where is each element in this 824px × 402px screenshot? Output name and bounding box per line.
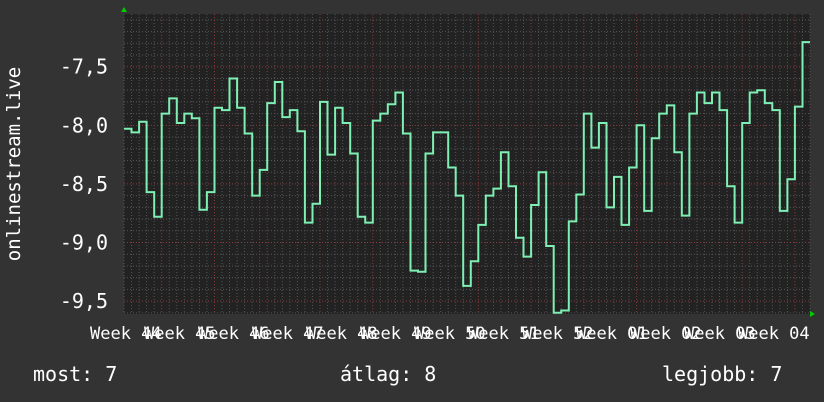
- y-tick-label: -8,5: [60, 172, 108, 196]
- series-line: [124, 41, 810, 314]
- x-tick-label: Week 44: [90, 324, 162, 344]
- x-tick-label: Week 03: [684, 324, 756, 344]
- x-tick-label: Week 46: [198, 324, 270, 344]
- x-tick-label: Week 01: [576, 324, 648, 344]
- x-axis-arrow-icon: [810, 311, 815, 317]
- y-tick-label: -8,0: [60, 113, 108, 137]
- x-tick-label: Week 45: [144, 324, 216, 344]
- plot-area: [124, 14, 810, 314]
- x-tick-label: Week 47: [252, 324, 324, 344]
- y-tick-label: -9,5: [60, 289, 108, 313]
- footer-best: legjobb: 7: [662, 362, 783, 386]
- y-tick-label: -9,0: [60, 231, 108, 255]
- y-tick-label: -7,5: [60, 55, 108, 79]
- x-tick-label: Week 04: [738, 324, 810, 344]
- y-axis-label: onlinestream.live: [3, 67, 25, 261]
- x-tick-label: Week 50: [414, 324, 486, 344]
- y-axis: -7,5 -8,0 -8,5 -9,0 -9,5: [60, 55, 108, 313]
- x-tick-label: Week 49: [360, 324, 432, 344]
- footer-current: most: 7: [33, 362, 118, 386]
- x-tick-label: Week 02: [630, 324, 702, 344]
- footer-average: átlag: 8: [340, 362, 437, 386]
- x-tick-label: Week 52: [522, 324, 594, 344]
- x-tick-label: Week 51: [468, 324, 540, 344]
- x-tick-label: Week 48: [306, 324, 378, 344]
- y-axis-arrow-icon: [121, 7, 127, 12]
